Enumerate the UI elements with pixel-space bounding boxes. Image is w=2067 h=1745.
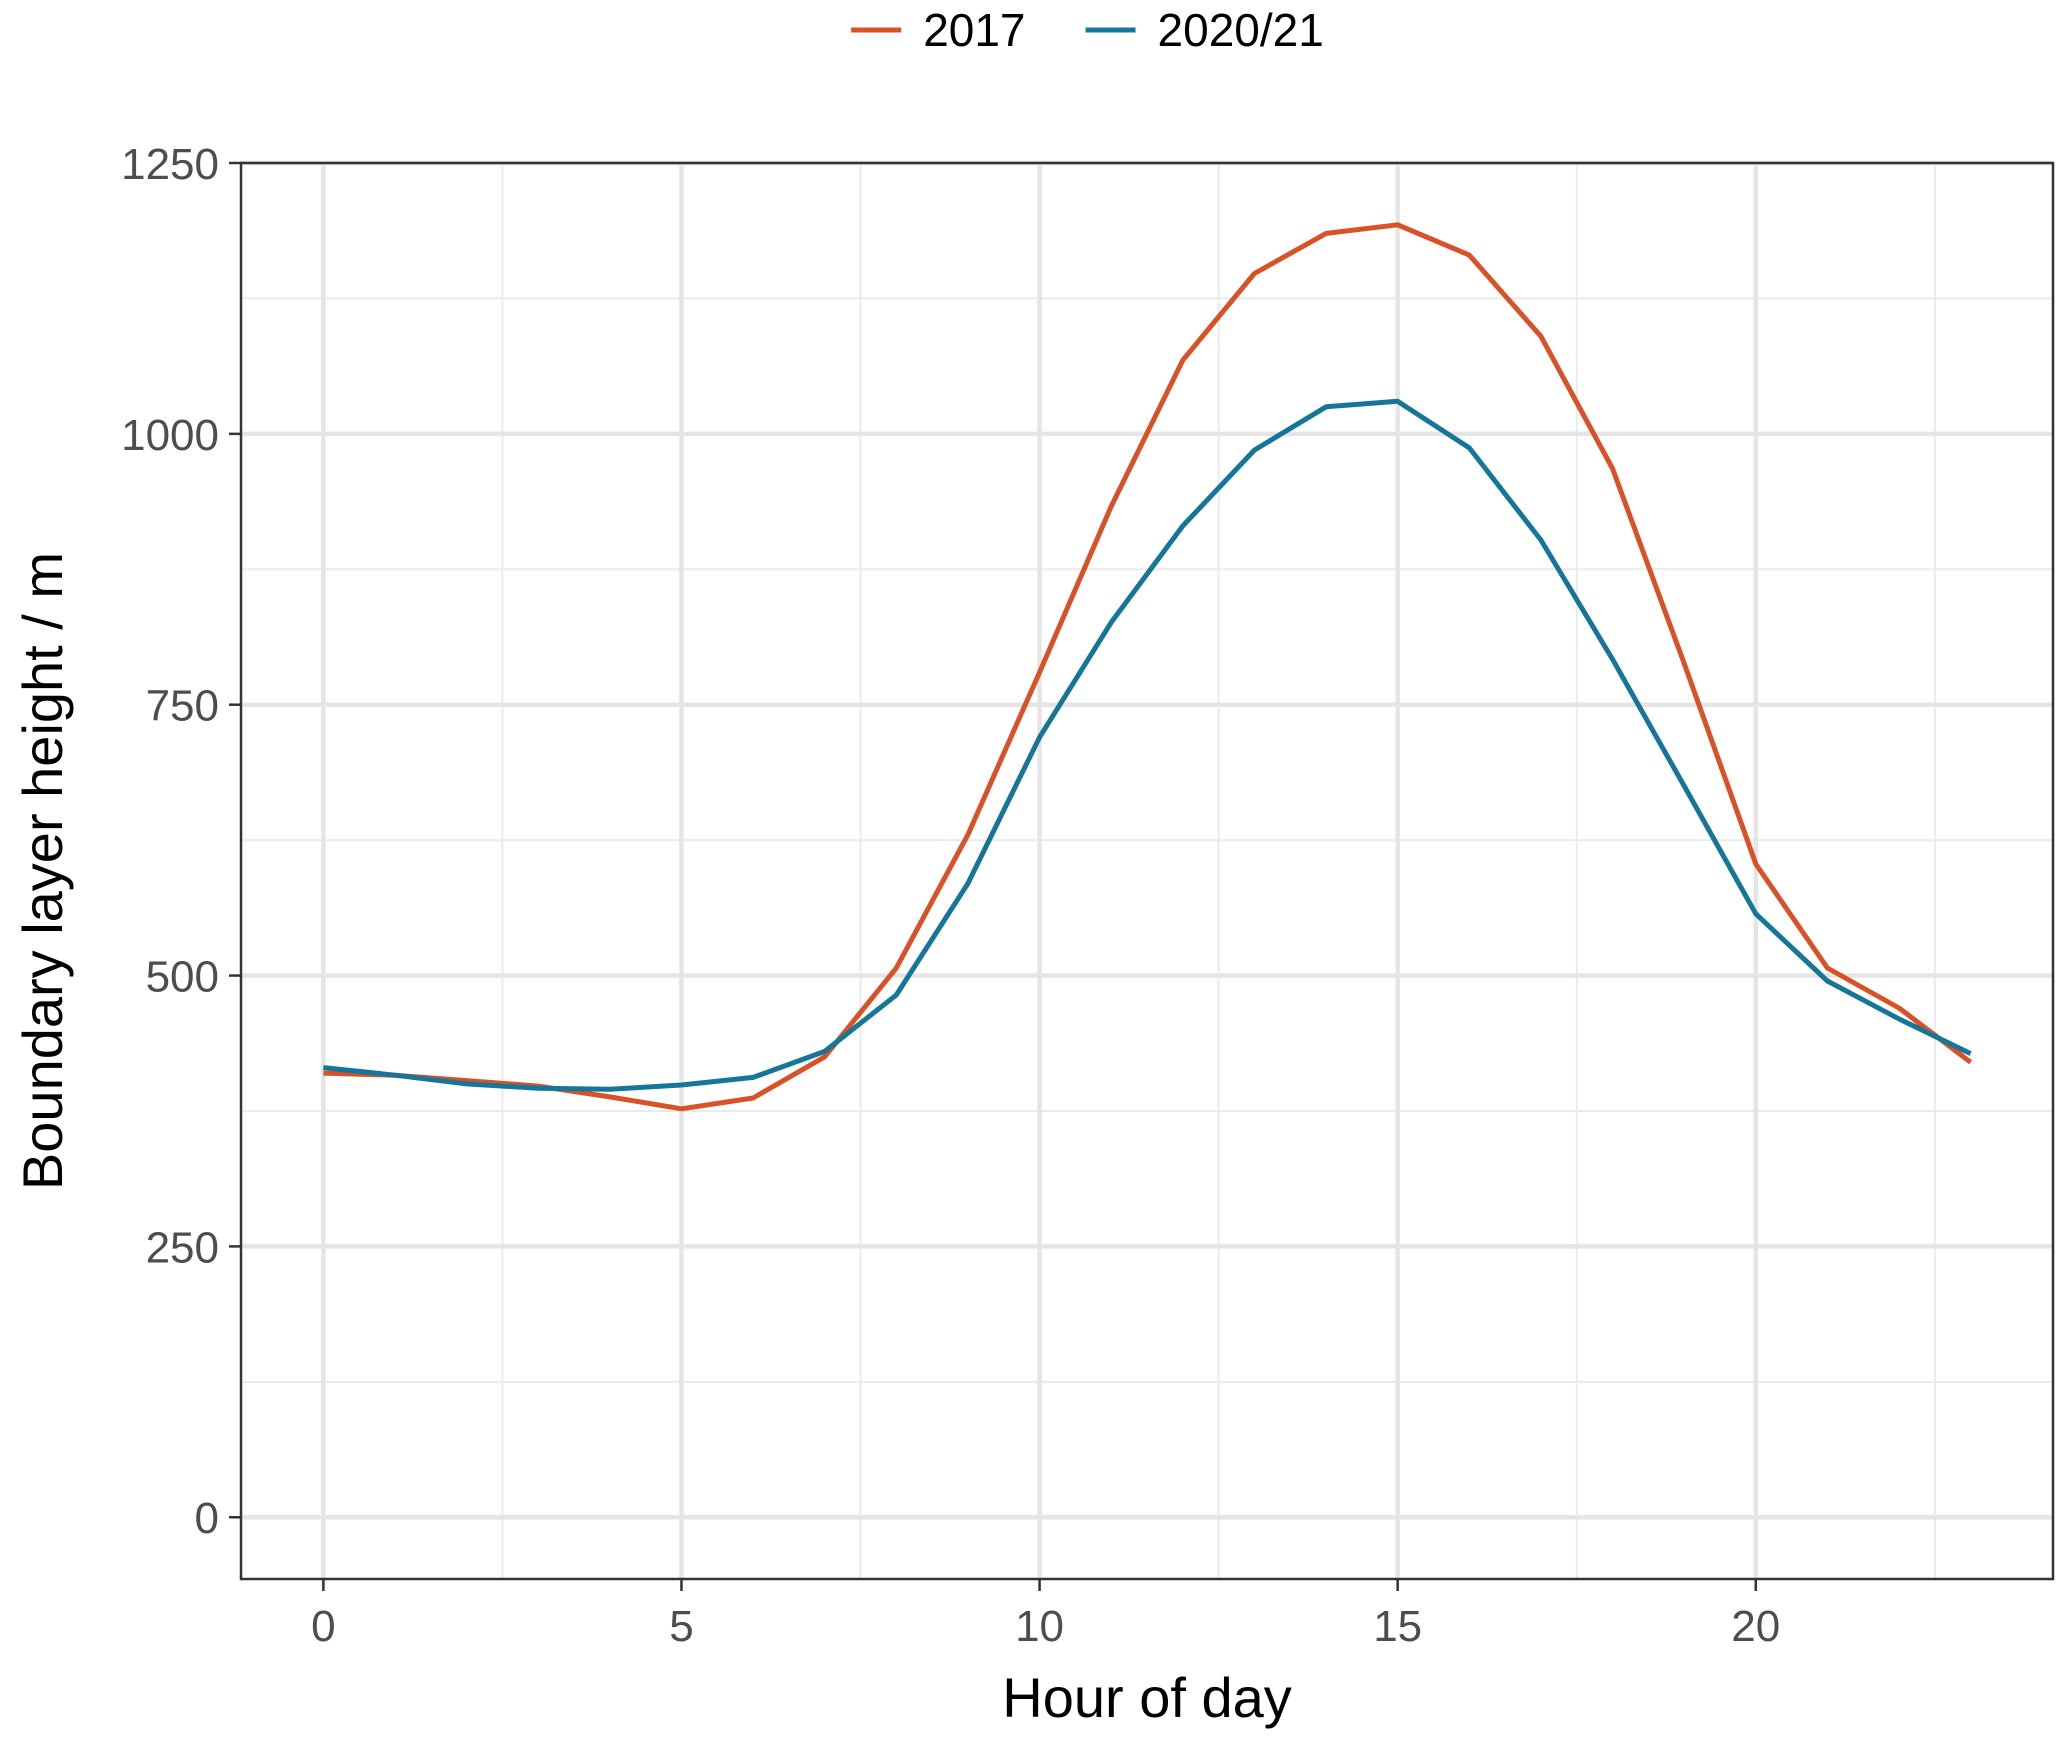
y-tick-label: 500 bbox=[146, 953, 219, 1002]
y-axis-title: Boundary layer height / m bbox=[11, 552, 74, 1190]
x-tick-label: 0 bbox=[311, 1602, 335, 1651]
series-line-2 bbox=[323, 398, 1972, 1092]
y-tick-label: 750 bbox=[146, 682, 219, 731]
y-tick-label: 1000 bbox=[121, 411, 219, 460]
legend-label-1: 2017 bbox=[923, 4, 1025, 56]
x-tick-label: 5 bbox=[669, 1602, 693, 1651]
series-lines bbox=[323, 222, 1973, 1112]
series-line-1 bbox=[323, 222, 1973, 1112]
x-axis-title: Hour of day bbox=[1002, 1666, 1292, 1729]
grid-lines bbox=[241, 160, 2053, 1579]
x-tick-label: 20 bbox=[1731, 1602, 1780, 1651]
x-tick-label: 15 bbox=[1373, 1602, 1422, 1651]
y-tick-label: 1250 bbox=[121, 140, 219, 189]
axis-ticks: 0 5 10 15 20 0 250 500 750 1000 1250 bbox=[121, 140, 1780, 1651]
plot-frame bbox=[239, 161, 2055, 1581]
x-tick-label: 10 bbox=[1015, 1602, 1064, 1651]
y-tick-label: 0 bbox=[195, 1494, 219, 1543]
y-tick-label: 250 bbox=[146, 1223, 219, 1272]
legend: 2017 2020/21 bbox=[851, 4, 1324, 56]
legend-label-2: 2020/21 bbox=[1158, 4, 1324, 56]
